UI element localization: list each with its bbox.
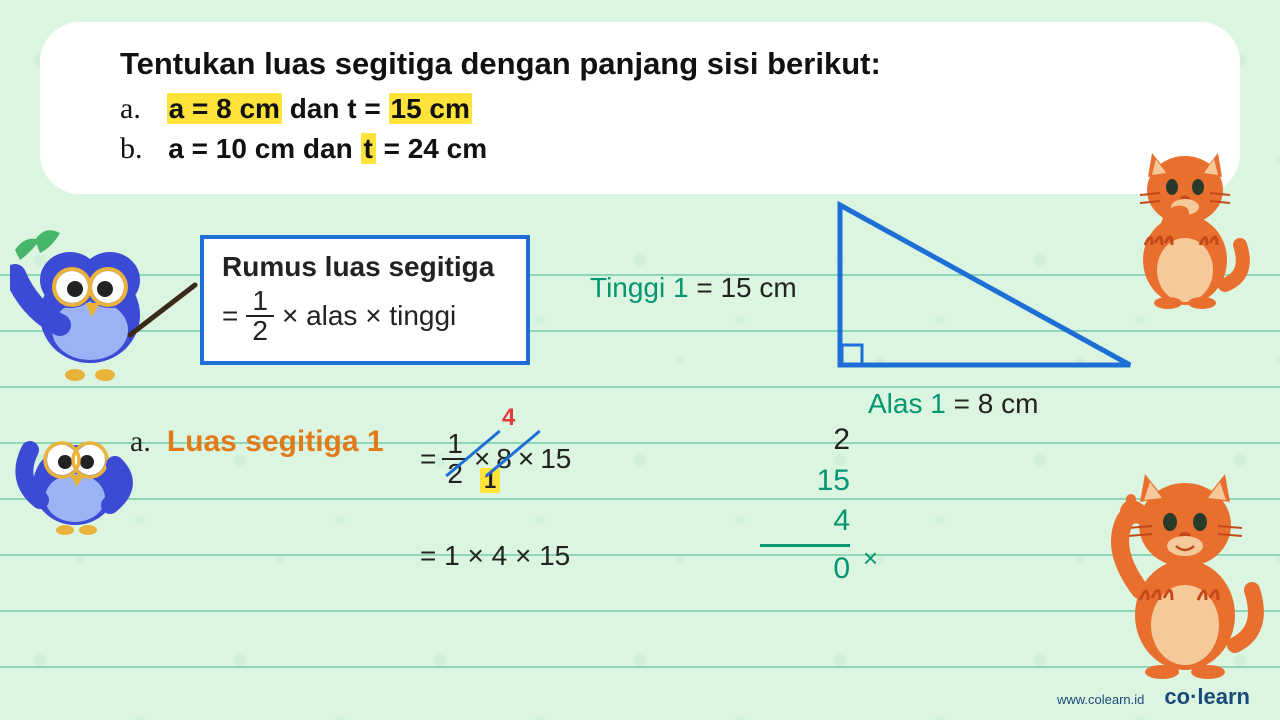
- option-a-t: t =: [347, 93, 388, 124]
- longmul-bar: × 0: [760, 544, 850, 590]
- triangle-diagram: [830, 195, 1150, 385]
- height-label-name: Tinggi 1: [590, 272, 689, 303]
- bird-mascot-lower: [10, 410, 140, 540]
- option-a-letter: a.: [120, 92, 141, 125]
- longmul-times: ×: [863, 541, 878, 576]
- formula-eq: =: [222, 300, 238, 332]
- footer-url: www.colearn.id: [1057, 692, 1144, 707]
- option-b-highlight: t: [361, 133, 376, 164]
- option-a-mid: dan: [282, 93, 347, 124]
- base-label-name: Alas 1: [868, 388, 946, 419]
- option-b-letter: b.: [120, 132, 143, 165]
- footer-logo: co·learn: [1164, 684, 1250, 710]
- calculation-step-2: = 1 × 4 × 15: [420, 540, 570, 572]
- part-a-heading: a. Luas segitiga 1: [130, 425, 384, 459]
- cat-mascot-thinking: [1110, 135, 1260, 310]
- calc1-row: = 1 2 × 8 × 15 4 1: [420, 430, 571, 488]
- calc2-text: = 1 × 4 × 15: [420, 540, 570, 571]
- height-label-value: = 15 cm: [689, 272, 797, 303]
- part-a-title: Luas segitiga 1: [167, 425, 384, 459]
- longmul-carry: 2: [760, 420, 850, 461]
- cat-mascot-thumbs-up: [1080, 450, 1270, 680]
- option-b-text-3: = 24 cm: [376, 133, 487, 164]
- option-b-text-1: a = 10 cm dan: [168, 133, 360, 164]
- formula-expression: = 1 2 × alas × tinggi: [222, 287, 508, 345]
- question-card: Tentukan luas segitiga dengan panjang si…: [40, 22, 1240, 194]
- calc1-cancel-result-top: 4: [502, 404, 515, 432]
- formula-frac-num: 1: [246, 287, 274, 317]
- calc1-eq: =: [420, 443, 436, 475]
- longmul-r1: 15: [760, 461, 850, 502]
- calc1-num: 1: [442, 430, 468, 460]
- formula-fraction: 1 2: [246, 287, 274, 345]
- base-label: Alas 1 = 8 cm: [868, 388, 1038, 420]
- formula-frac-den: 2: [246, 317, 274, 345]
- longmul-r2: 4: [760, 501, 850, 542]
- question-option-a: a. a = 8 cm dan t = 15 cm: [120, 92, 1160, 126]
- longmul-result: 0: [760, 549, 850, 590]
- option-a-highlight-2: 15 cm: [389, 93, 472, 124]
- base-label-value: = 8 cm: [946, 388, 1039, 419]
- long-multiplication: 2 15 4 × 0: [760, 420, 850, 589]
- formula-box: Rumus luas segitiga = 1 2 × alas × tingg…: [200, 235, 530, 365]
- bird-mascot-pointing: [10, 225, 200, 395]
- calculation-step-1: = 1 2 × 8 × 15 4 1: [420, 430, 571, 488]
- formula-title: Rumus luas segitiga: [222, 251, 508, 283]
- question-title: Tentukan luas segitiga dengan panjang si…: [120, 46, 1160, 82]
- formula-rest: × alas × tinggi: [282, 300, 456, 332]
- footer: www.colearn.id co·learn: [1057, 684, 1250, 710]
- question-option-b: b. a = 10 cm dan t = 24 cm: [120, 132, 1160, 166]
- calc1-v15: 15: [540, 443, 571, 475]
- option-a-highlight-1: a = 8 cm: [167, 93, 282, 124]
- height-label: Tinggi 1 = 15 cm: [590, 272, 797, 304]
